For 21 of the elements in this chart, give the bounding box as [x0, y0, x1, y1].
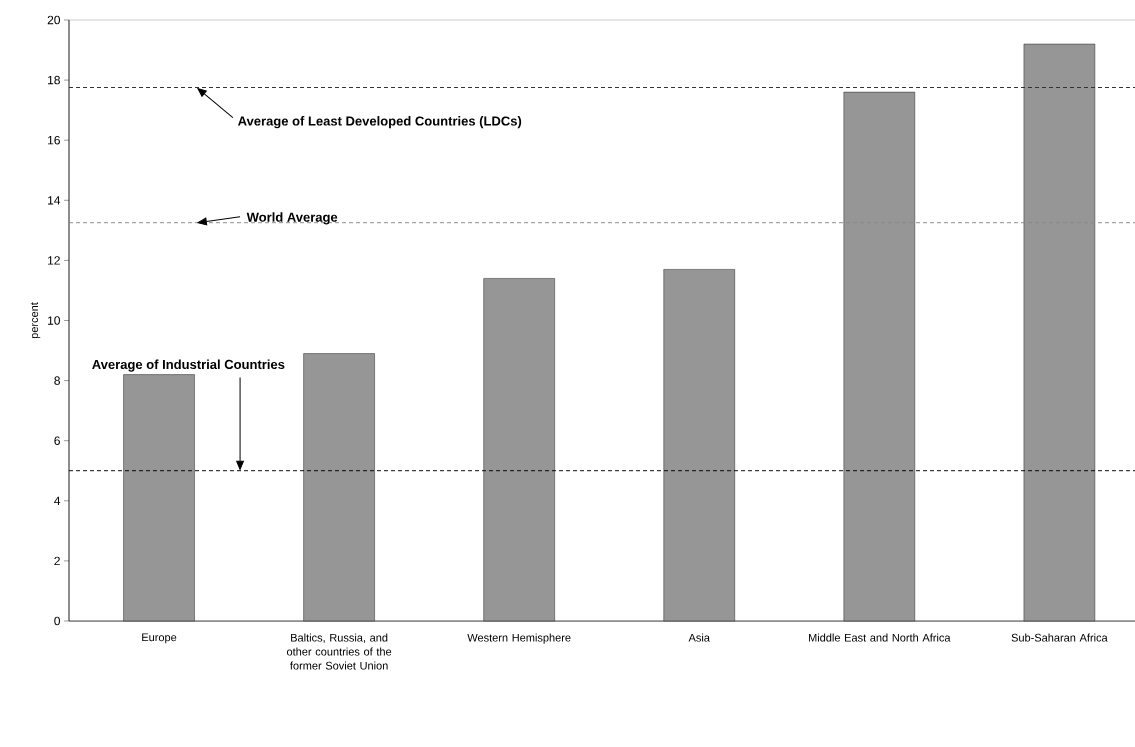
y-tick-label: 16	[48, 135, 60, 145]
x-tick-label: Middle East and North Africa	[809, 633, 951, 642]
y-axis-title: percent	[30, 302, 41, 339]
y-tick-label: 2	[54, 556, 60, 566]
y-tick-label: 12	[48, 256, 60, 265]
y-tick-label: 8	[54, 376, 60, 385]
x-tick-label: Sub-Saharan Africa	[1011, 633, 1108, 642]
y-tick-label: 20	[47, 15, 60, 25]
x-tick-label: Asia	[688, 633, 710, 642]
y-tick-label: 10	[48, 316, 60, 325]
x-tick-label: Western Hemisphere	[467, 633, 571, 644]
ref-line-label: Average of Industrial Countries	[92, 359, 285, 372]
y-tick-label: 4	[54, 496, 61, 505]
y-tick-label: 6	[54, 436, 60, 445]
ref-line-label: Average of Least Developed Countries (LDCs)	[238, 116, 522, 129]
x-tick-label: Baltics, Russia, and other countries of the former Soviet Union	[286, 633, 392, 670]
ref-line-label: World Average	[246, 212, 338, 225]
x-tick-label: Europe	[142, 633, 177, 644]
y-tick-label: 18	[48, 75, 60, 85]
y-tick-label: 14	[48, 196, 61, 205]
y-tick-label: 0	[54, 616, 61, 626]
